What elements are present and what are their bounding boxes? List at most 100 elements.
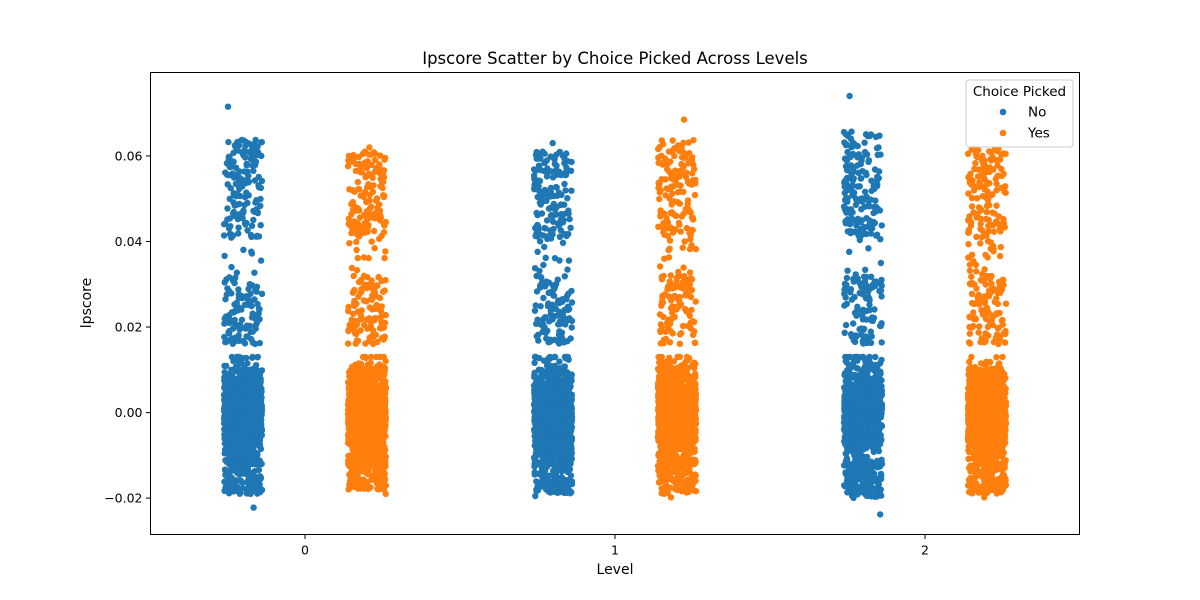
point: [550, 419, 558, 426]
point: [251, 269, 258, 276]
point: [534, 485, 542, 492]
point: [548, 438, 555, 445]
point: [250, 472, 258, 479]
point: [235, 294, 242, 302]
point: [255, 149, 262, 156]
point: [538, 409, 546, 417]
point: [878, 456, 885, 463]
point: [560, 211, 567, 218]
point: [258, 139, 265, 146]
point: [875, 429, 883, 436]
point: [235, 230, 242, 237]
point: [866, 475, 874, 482]
point: [878, 293, 885, 300]
point: [541, 187, 549, 194]
point: [876, 405, 884, 412]
point: [862, 307, 870, 315]
point: [240, 438, 247, 445]
point: [257, 202, 264, 209]
point: [556, 308, 563, 315]
point: [567, 490, 574, 497]
point: [858, 353, 865, 361]
point: [555, 366, 562, 374]
point: [878, 356, 885, 364]
point: [842, 321, 850, 329]
point: [847, 153, 854, 161]
point: [228, 263, 235, 271]
point: [877, 151, 884, 158]
point: [865, 366, 873, 374]
point: [567, 434, 574, 442]
point: [863, 444, 870, 452]
point: [857, 175, 864, 182]
point: [224, 468, 231, 475]
point: [842, 432, 849, 439]
point: [243, 402, 250, 410]
point: [560, 419, 567, 427]
point: [257, 460, 264, 468]
point: [878, 472, 885, 479]
point: [250, 504, 257, 511]
point: [845, 404, 852, 412]
point: [540, 261, 547, 269]
point: [226, 311, 233, 319]
point: [847, 388, 854, 395]
point: [858, 206, 865, 213]
point: [851, 338, 859, 346]
point: [547, 362, 555, 370]
point: [854, 365, 861, 372]
point: [560, 363, 568, 370]
point: [533, 288, 541, 295]
point: [237, 477, 244, 484]
point: [844, 267, 851, 274]
point: [541, 446, 548, 454]
point: [862, 428, 869, 435]
strip-no-level-2: [840, 92, 886, 518]
point: [565, 290, 572, 297]
point: [249, 435, 256, 442]
point: [241, 448, 249, 455]
point: [250, 445, 257, 452]
point: [851, 433, 859, 440]
point: [248, 314, 256, 321]
point: [551, 485, 558, 492]
point: [568, 478, 576, 485]
point: [250, 216, 257, 224]
point: [545, 205, 553, 212]
point: [233, 384, 240, 391]
point: [537, 441, 544, 448]
point: [243, 322, 251, 329]
point: [862, 266, 869, 273]
point: [848, 416, 855, 423]
point: [243, 189, 250, 196]
point: [225, 138, 232, 146]
point: [254, 301, 261, 308]
point: [236, 449, 244, 456]
point: [541, 159, 548, 167]
point: [564, 266, 571, 273]
point: [238, 136, 245, 144]
point: [239, 426, 246, 433]
point: [547, 410, 555, 417]
point: [568, 299, 576, 306]
point: [566, 423, 573, 430]
point: [224, 399, 232, 407]
point: [867, 230, 875, 237]
point: [869, 281, 876, 289]
point: [226, 385, 233, 392]
point: [547, 460, 554, 467]
point: [532, 151, 540, 159]
point: [237, 489, 244, 496]
point: [251, 425, 258, 432]
point: [248, 451, 255, 458]
point: [549, 316, 556, 323]
point: [250, 167, 257, 174]
point: [849, 209, 856, 216]
point: [249, 353, 256, 361]
point: [225, 329, 232, 336]
point: [547, 235, 555, 242]
point: [847, 162, 855, 169]
point: [239, 149, 246, 156]
point: [544, 165, 551, 172]
point: [550, 292, 558, 299]
